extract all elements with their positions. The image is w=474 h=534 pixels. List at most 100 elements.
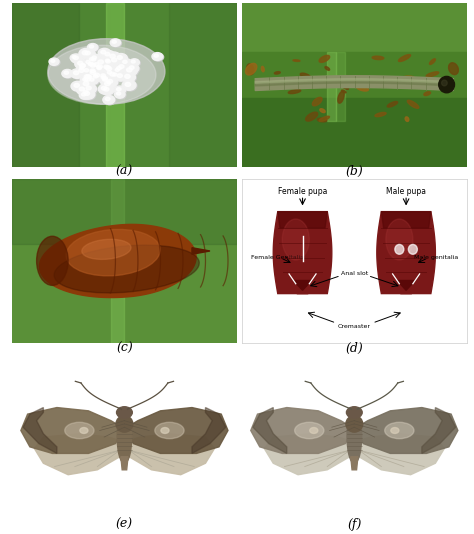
- Ellipse shape: [317, 118, 327, 122]
- Circle shape: [82, 90, 96, 100]
- Text: (d): (d): [346, 342, 363, 355]
- Text: Male genitalia: Male genitalia: [414, 255, 458, 260]
- Circle shape: [80, 76, 92, 85]
- Circle shape: [90, 69, 95, 73]
- Ellipse shape: [246, 64, 257, 75]
- Circle shape: [71, 81, 84, 91]
- Polygon shape: [124, 434, 214, 475]
- Circle shape: [88, 62, 92, 65]
- Ellipse shape: [426, 72, 439, 77]
- Circle shape: [123, 81, 137, 91]
- Circle shape: [91, 61, 104, 70]
- Circle shape: [90, 57, 101, 65]
- Circle shape: [49, 58, 59, 65]
- Text: Cremaster: Cremaster: [338, 324, 371, 329]
- Polygon shape: [242, 52, 467, 121]
- Circle shape: [92, 74, 103, 82]
- Ellipse shape: [399, 54, 410, 61]
- Circle shape: [80, 92, 91, 100]
- Circle shape: [80, 49, 94, 59]
- Circle shape: [131, 60, 135, 63]
- Circle shape: [125, 74, 130, 78]
- Circle shape: [101, 85, 114, 95]
- Circle shape: [113, 67, 123, 74]
- Polygon shape: [397, 280, 415, 290]
- Circle shape: [91, 55, 102, 63]
- Polygon shape: [278, 211, 327, 228]
- Circle shape: [128, 65, 140, 74]
- Circle shape: [105, 97, 110, 101]
- Circle shape: [107, 81, 110, 84]
- Circle shape: [108, 71, 121, 81]
- Circle shape: [346, 407, 362, 418]
- Ellipse shape: [319, 56, 330, 62]
- Polygon shape: [381, 211, 431, 228]
- Circle shape: [310, 428, 318, 434]
- Circle shape: [101, 50, 106, 54]
- Circle shape: [84, 75, 90, 78]
- Ellipse shape: [386, 219, 413, 260]
- Text: (f): (f): [347, 518, 362, 531]
- Circle shape: [82, 76, 97, 86]
- Circle shape: [111, 58, 117, 62]
- Polygon shape: [12, 179, 237, 245]
- Ellipse shape: [372, 56, 384, 60]
- Circle shape: [86, 74, 97, 82]
- Ellipse shape: [405, 117, 409, 121]
- Ellipse shape: [347, 411, 362, 464]
- Circle shape: [99, 74, 110, 82]
- Text: Female pupa: Female pupa: [278, 187, 327, 196]
- Polygon shape: [255, 78, 453, 83]
- Circle shape: [103, 58, 115, 66]
- Ellipse shape: [66, 230, 160, 276]
- Circle shape: [88, 68, 101, 77]
- Polygon shape: [251, 407, 354, 453]
- Circle shape: [82, 73, 96, 83]
- Circle shape: [83, 77, 88, 81]
- Circle shape: [117, 92, 121, 95]
- Circle shape: [117, 56, 122, 59]
- Circle shape: [100, 76, 113, 85]
- Polygon shape: [106, 3, 124, 167]
- Polygon shape: [111, 179, 124, 343]
- Circle shape: [89, 57, 99, 65]
- Circle shape: [85, 77, 91, 81]
- Circle shape: [50, 59, 60, 66]
- Circle shape: [107, 80, 113, 83]
- Circle shape: [127, 68, 132, 72]
- Circle shape: [71, 55, 82, 62]
- Circle shape: [106, 60, 110, 63]
- Circle shape: [110, 54, 115, 58]
- Ellipse shape: [346, 416, 363, 432]
- Polygon shape: [264, 434, 354, 475]
- Circle shape: [89, 62, 93, 66]
- Polygon shape: [12, 3, 80, 167]
- Ellipse shape: [65, 422, 94, 438]
- Circle shape: [98, 65, 102, 68]
- Text: Female Genitalia: Female Genitalia: [251, 255, 304, 260]
- Ellipse shape: [408, 245, 417, 254]
- Circle shape: [82, 89, 94, 98]
- Text: Male pupa: Male pupa: [386, 187, 426, 196]
- Ellipse shape: [442, 80, 447, 86]
- Circle shape: [116, 73, 128, 82]
- Circle shape: [119, 65, 124, 68]
- Ellipse shape: [116, 416, 133, 432]
- Circle shape: [86, 60, 90, 64]
- Ellipse shape: [342, 90, 346, 93]
- Circle shape: [114, 86, 126, 94]
- Ellipse shape: [385, 422, 414, 438]
- Circle shape: [84, 85, 97, 95]
- Circle shape: [90, 78, 94, 81]
- Circle shape: [83, 82, 89, 86]
- Ellipse shape: [48, 39, 165, 104]
- Ellipse shape: [395, 245, 404, 254]
- Circle shape: [108, 53, 121, 62]
- Circle shape: [82, 75, 96, 85]
- Circle shape: [114, 53, 128, 63]
- Circle shape: [109, 57, 123, 66]
- Circle shape: [103, 64, 116, 74]
- Ellipse shape: [429, 59, 436, 65]
- Circle shape: [64, 71, 69, 74]
- Circle shape: [102, 80, 117, 90]
